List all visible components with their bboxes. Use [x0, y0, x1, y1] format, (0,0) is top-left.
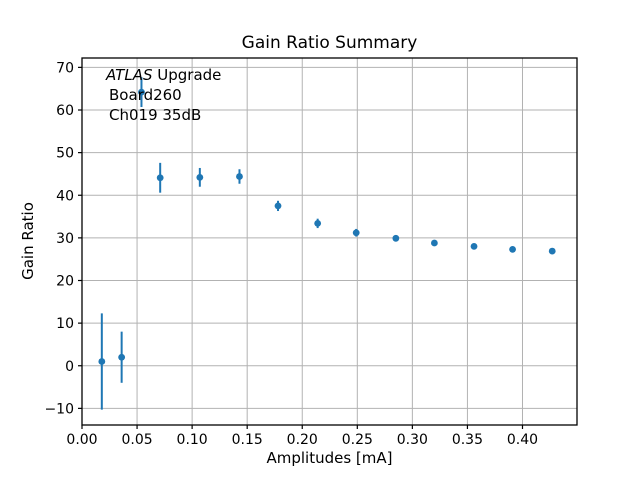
data-point [196, 173, 204, 181]
y-tick-label: 50 [56, 146, 74, 162]
y-axis-label: Gain Ratio [19, 202, 37, 280]
x-tick-label: 0.35 [452, 432, 483, 448]
tick-labels: 0.00 0.05 0.10 0.15 0.20 0.25 0.30 0.35 0.40 −10 0… [44, 60, 538, 448]
data-points [98, 88, 556, 365]
y-tick-label: 30 [56, 231, 74, 247]
annotation-line-board: Board260 [109, 86, 182, 104]
annotation-text: ATLAS Upgrade Board260 Ch019 35dB [106, 65, 221, 125]
data-point [430, 239, 438, 247]
data-point [138, 88, 145, 96]
tick-marks [78, 66, 524, 429]
x-tick-label: 0.20 [287, 432, 318, 448]
y-tick-label: 70 [56, 60, 74, 76]
annotation-experiment-rest: Upgrade [152, 66, 222, 84]
data-point [274, 202, 282, 210]
chart-title: Gain Ratio Summary [241, 33, 418, 53]
data-point [352, 229, 360, 237]
data-point [98, 358, 106, 365]
y-tick-label: 0 [65, 359, 74, 375]
error-bars [100, 77, 554, 410]
x-tick-label: 0.00 [66, 432, 97, 448]
data-point [118, 353, 126, 361]
data-point [156, 174, 164, 182]
x-tick-label: 0.30 [397, 432, 428, 448]
data-point [548, 247, 556, 255]
x-axis-label: Amplitudes [mA] [266, 449, 393, 467]
annotation-line-channel: Ch019 35dB [109, 106, 202, 124]
data-point [392, 234, 400, 242]
data-point [509, 245, 516, 253]
y-tick-label: 20 [56, 274, 74, 290]
grid-lines [81, 58, 577, 425]
annotation-experiment-name: ATLAS [106, 66, 153, 84]
y-tick-label: 10 [56, 316, 74, 332]
y-tick-label: −10 [44, 401, 74, 417]
x-tick-label: 0.05 [121, 432, 152, 448]
x-tick-label: 0.40 [507, 432, 538, 448]
x-tick-label: 0.15 [232, 432, 263, 448]
annotation-line-experiment: ATLAS Upgrade [106, 65, 221, 85]
data-point [470, 243, 478, 250]
x-tick-label: 0.25 [342, 432, 373, 448]
y-tick-label: 60 [56, 103, 74, 119]
x-tick-label: 0.10 [177, 432, 208, 448]
data-point [314, 219, 322, 227]
data-point [236, 173, 243, 180]
axes-frame [81, 57, 578, 426]
y-tick-label: 40 [56, 188, 74, 204]
